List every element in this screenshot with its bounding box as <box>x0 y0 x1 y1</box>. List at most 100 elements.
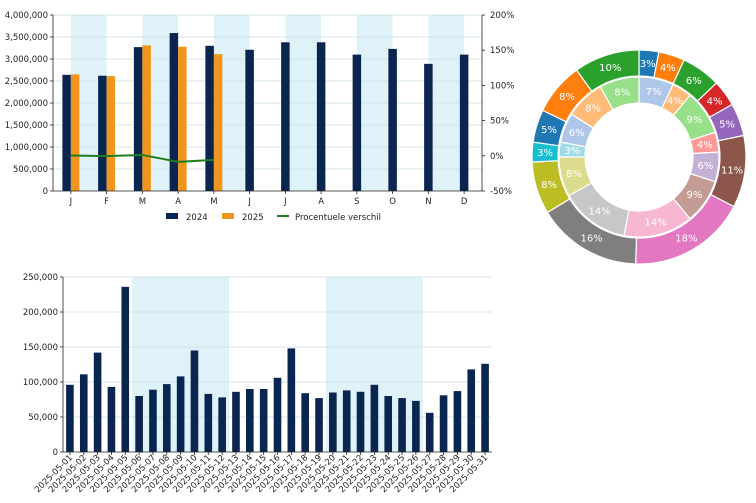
x-tick-label: O <box>389 197 396 207</box>
bar-2024 <box>281 42 290 191</box>
slice-label: 16% <box>580 234 602 245</box>
y-tick-label: 150,000 <box>23 343 58 353</box>
bar-daily <box>204 393 213 452</box>
y2-tick-label: 200% <box>490 11 514 21</box>
bar-2024 <box>424 63 433 192</box>
slice-label: 4% <box>697 140 713 151</box>
bar-daily <box>370 384 379 452</box>
bar-daily <box>315 398 323 452</box>
bar-2024 <box>388 48 397 191</box>
y-tick-label: 500,000 <box>13 165 48 175</box>
monthly-bar-chart: 0 500,000 1,000,000 1,500,000 2,000,000 2,500… <box>5 11 515 223</box>
y-tick-label: 0 <box>43 187 48 197</box>
slice-label: 5% <box>719 120 735 131</box>
x-tick-label: D <box>461 197 468 207</box>
y-tick-label: 1,000,000 <box>5 143 48 153</box>
slice-label: 9% <box>686 115 702 126</box>
slice-label: 4% <box>667 96 683 107</box>
y-tick-label: 2,500,000 <box>5 77 48 87</box>
legend-swatch-2025 <box>222 213 234 219</box>
slice-label: 3% <box>564 146 580 157</box>
bar-daily <box>453 391 462 452</box>
slice-label: 4% <box>707 97 723 108</box>
x-tick-label: M <box>210 197 217 207</box>
chart-legend: 2024 2025 Procentuele verschil <box>166 213 381 223</box>
bar-daily <box>439 395 448 452</box>
x-tick-label: N <box>425 197 431 207</box>
bar-daily <box>93 352 102 452</box>
slice-label: 14% <box>589 207 611 218</box>
y2-tick-label: -50% <box>490 187 512 197</box>
x-tick-label: J <box>283 197 287 207</box>
y-tick-label: 100,000 <box>23 378 58 388</box>
bar-daily <box>149 389 157 452</box>
bar-daily <box>190 350 199 452</box>
slice-label: 8% <box>559 92 575 103</box>
nested-donut-chart: 3% 4%6%4%5%11%18%16%8%3%5%8%10%7%4%9%4%6%… <box>531 49 747 265</box>
y-tick-label: 4,000,000 <box>5 11 48 21</box>
bar-2025 <box>213 54 223 191</box>
bar-daily <box>467 369 476 452</box>
bar-daily <box>176 376 185 452</box>
legend-label-2024: 2024 <box>186 213 208 223</box>
bar-2024 <box>459 54 469 191</box>
bar-daily <box>218 397 226 452</box>
slice-label: 8% <box>541 180 557 191</box>
bar-daily <box>329 392 337 452</box>
slice-label: 6% <box>686 76 702 87</box>
bar-daily <box>398 398 406 452</box>
bar-daily <box>79 374 88 452</box>
slice-label: 11% <box>721 166 743 177</box>
y-tick-label: 250,000 <box>23 273 58 283</box>
y-tick-label: 2,000,000 <box>5 99 48 109</box>
x-tick-label: J <box>69 197 73 207</box>
y2-tick-label: 0% <box>490 152 504 162</box>
bar-daily <box>121 286 130 452</box>
bar-2024 <box>352 54 362 191</box>
bar-2025 <box>178 46 187 192</box>
x-tick-label: S <box>354 197 359 207</box>
y-tick-label: 3,000,000 <box>5 55 48 65</box>
y2-tick-label: 150% <box>490 46 514 56</box>
y-tick-label: 200,000 <box>23 308 58 318</box>
legend-label-2025: 2025 <box>242 213 264 223</box>
line-procentuele-verschil <box>70 153 214 163</box>
legend-label-procentuele-verschil: Procentuele verschil <box>295 213 381 223</box>
slice-label: 4% <box>660 63 676 74</box>
bar-daily <box>107 386 116 452</box>
slice-label: 3% <box>537 148 553 159</box>
slice-label: 5% <box>541 125 557 136</box>
bar-daily <box>425 412 434 452</box>
inner-ring-slice <box>599 76 640 111</box>
bar-daily <box>301 393 309 452</box>
y-tick-label: 0 <box>53 448 58 458</box>
y-tick-label: 1,500,000 <box>5 121 48 131</box>
y2-tick-label: 100% <box>490 81 514 91</box>
x-tick-label: A <box>175 197 181 207</box>
y2-tick-label: 50% <box>490 117 509 127</box>
bar-2024 <box>133 47 143 192</box>
slice-label: 8% <box>566 169 582 180</box>
bar-2025 <box>142 45 151 191</box>
bar-daily <box>259 389 268 452</box>
bar-2024 <box>245 49 254 192</box>
slice-label: 8% <box>614 88 630 99</box>
y-tick-label: 50,000 <box>28 413 58 423</box>
bar-daily <box>66 384 74 452</box>
legend-swatch-2024 <box>166 213 178 219</box>
slice-label: 10% <box>599 63 621 74</box>
slice-label: 18% <box>675 234 697 245</box>
bar-daily <box>232 391 240 452</box>
x-tick-label: A <box>318 197 324 207</box>
slice-label: 6% <box>698 161 714 172</box>
bar-daily <box>287 348 296 452</box>
x-tick-label: M <box>139 197 146 207</box>
slice-label: 7% <box>646 87 662 98</box>
bar-2024 <box>98 75 107 191</box>
bar-2025 <box>70 74 80 191</box>
bar-2024 <box>316 42 326 191</box>
bar-daily <box>273 377 282 452</box>
bar-2024 <box>169 33 179 191</box>
